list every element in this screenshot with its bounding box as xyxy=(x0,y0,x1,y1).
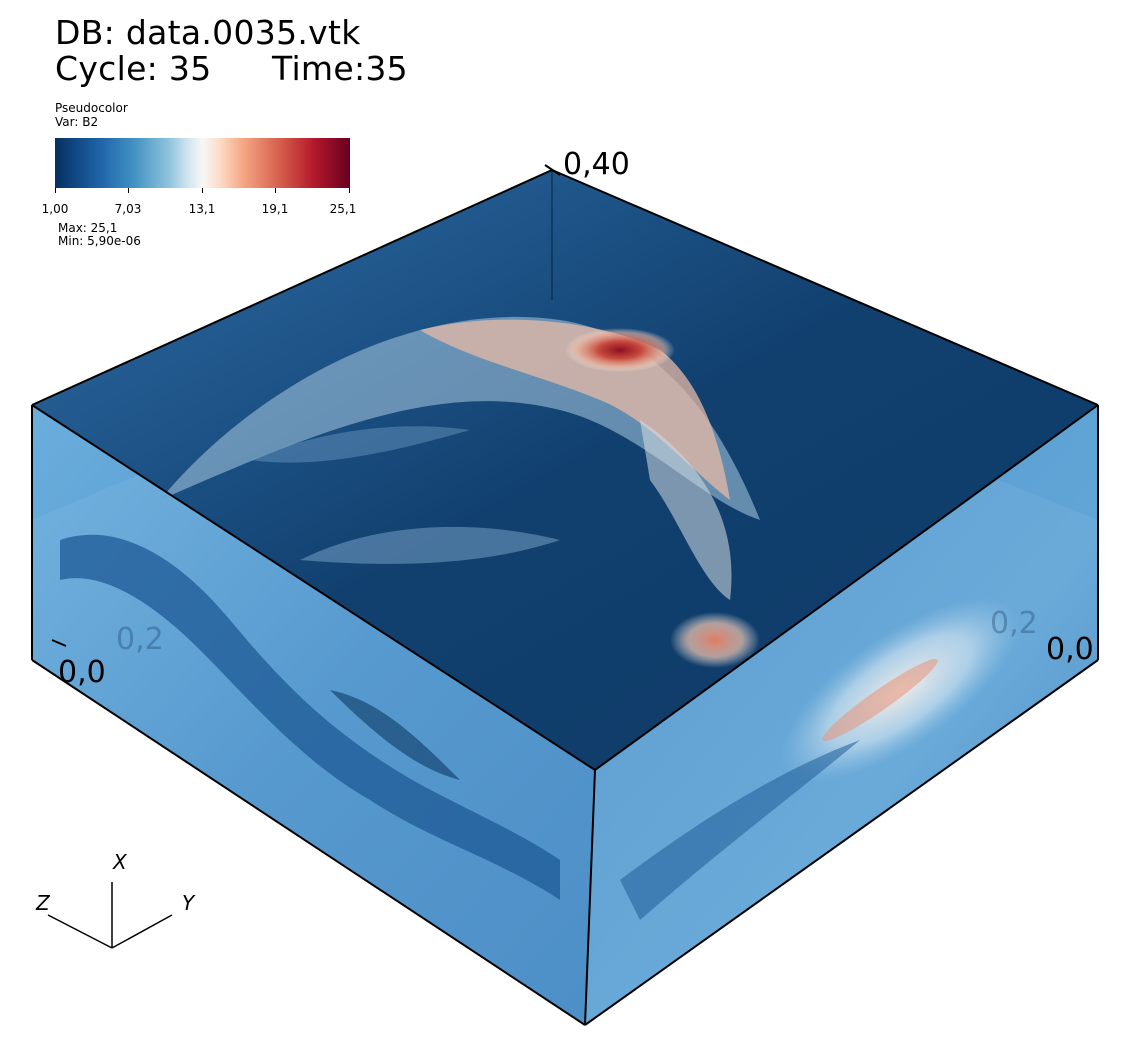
pale-filament xyxy=(640,420,732,600)
axis-label-right-faint: 0,2 xyxy=(990,606,1038,641)
axis-ticks xyxy=(51,164,561,647)
legend-variable: Var: B2 xyxy=(55,115,99,129)
bounding-box xyxy=(31,169,1099,1026)
left-face-vortex xyxy=(330,690,460,780)
database-label: DB: data.0035.vtk xyxy=(55,13,361,52)
right-face-vortex xyxy=(620,740,860,920)
colorbar-tick xyxy=(202,188,203,193)
interior-streak xyxy=(250,426,470,463)
top-face xyxy=(32,170,1098,770)
right-face-hotband xyxy=(822,659,938,741)
axis-label-right-origin: 0,0 xyxy=(1046,632,1094,667)
left-face-vortex xyxy=(60,534,560,900)
legend-min: Min: 5,90e-06 xyxy=(58,234,141,248)
colorbar-tick-label: 25,1 xyxy=(329,202,357,216)
colorbar-tick xyxy=(55,188,56,193)
legend-title: Pseudocolor xyxy=(55,101,128,115)
secondary-hotspot xyxy=(670,612,760,668)
colorbar-tick-label: 1,00 xyxy=(41,202,69,216)
colorbar-tick xyxy=(275,188,276,193)
colorbar xyxy=(55,138,350,188)
cycle-label: Cycle: 35 xyxy=(55,49,212,88)
axis-label-left-faint: 0,2 xyxy=(116,622,164,657)
triad-x-label: X xyxy=(113,850,127,874)
time-label: Time:35 xyxy=(272,49,408,88)
axis-label-top: 0,40 xyxy=(563,147,630,182)
colorbar-tick-label: 7,03 xyxy=(114,202,142,216)
axis-label-left-origin: 0,0 xyxy=(58,655,106,690)
max-hotspot xyxy=(565,328,675,372)
legend-max: Max: 25,1 xyxy=(58,221,118,235)
colorbar-tick xyxy=(128,188,129,193)
interior-streak xyxy=(300,526,560,564)
triad-y-label: Y xyxy=(182,891,195,915)
colorbar-tick xyxy=(349,188,350,193)
triad-z-label: Z xyxy=(36,891,50,915)
colorbar-tick-label: 19,1 xyxy=(261,202,289,216)
orientation-triad xyxy=(47,882,173,949)
colorbar-tick-label: 13,1 xyxy=(188,202,216,216)
